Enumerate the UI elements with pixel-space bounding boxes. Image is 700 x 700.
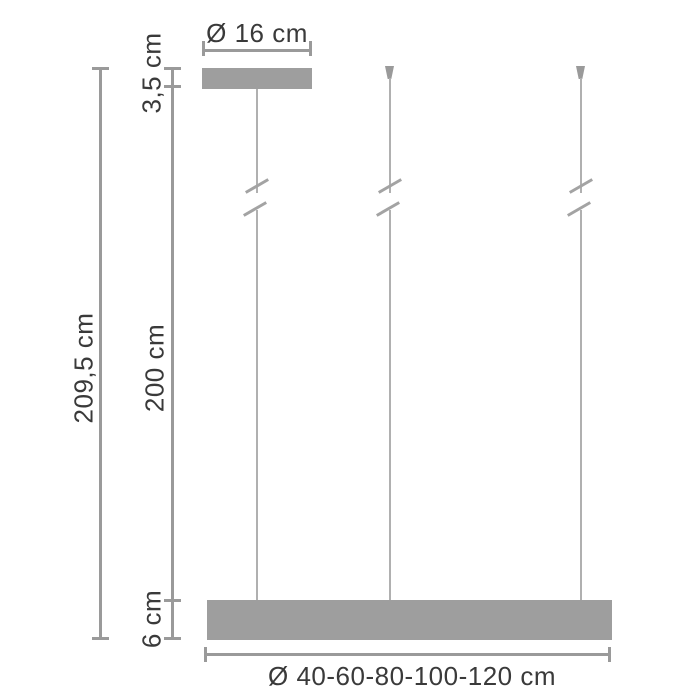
lamp-body: [207, 600, 612, 640]
ceiling-mount-cap: [576, 66, 585, 79]
fixture-diameter-label: Ø 40-60-80-100-120 cm: [268, 661, 556, 691]
dimension-tick: [92, 67, 109, 70]
dimension-tick: [608, 647, 611, 662]
ceiling-mount-cap: [385, 66, 394, 79]
dimension-tick: [164, 85, 181, 88]
segment-dimension-line: [171, 68, 174, 640]
total-height-label: 209,5 cm: [68, 312, 99, 424]
wire-break-mark: [242, 201, 268, 217]
dimension-tick: [309, 41, 312, 56]
suspension-wire: [256, 89, 258, 193]
canopy-diameter-label: Ø 16 cm: [206, 18, 308, 48]
wire-break-mark: [375, 201, 401, 217]
total-height-dimension-line: [99, 68, 102, 640]
ceiling-canopy: [202, 68, 312, 89]
suspension-wire: [389, 78, 391, 193]
suspension-wire: [389, 210, 391, 600]
suspension-wire: [580, 210, 582, 600]
dimension-tick: [164, 599, 181, 602]
suspension-wire: [256, 210, 258, 600]
fixture-height-label: 6 cm: [136, 589, 167, 649]
dimension-tick: [164, 67, 181, 70]
suspension-wire: [580, 78, 582, 193]
dimension-tick: [204, 647, 207, 662]
wire-break-mark: [566, 201, 592, 217]
fixture-diameter-dimension-line: [205, 653, 611, 656]
dimension-tick: [164, 637, 181, 640]
canopy-height-label: 3,5 cm: [136, 32, 167, 114]
dimension-tick: [202, 41, 205, 56]
dimension-tick: [92, 637, 109, 640]
cable-length-label: 200 cm: [139, 323, 170, 413]
canopy-diameter-dimension-line: [202, 49, 312, 52]
